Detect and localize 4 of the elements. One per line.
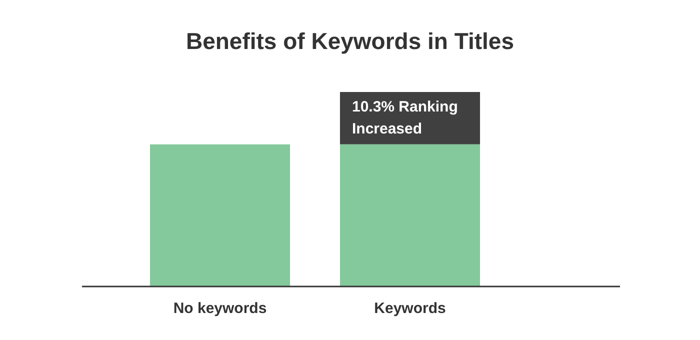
chart-title: Benefits of Keywords in Titles <box>184 28 516 55</box>
annotation: 10.3% Ranking Increased <box>352 98 458 138</box>
x-tick-label: No keywords <box>173 300 267 318</box>
x-tick-label: Keywords <box>374 300 446 318</box>
